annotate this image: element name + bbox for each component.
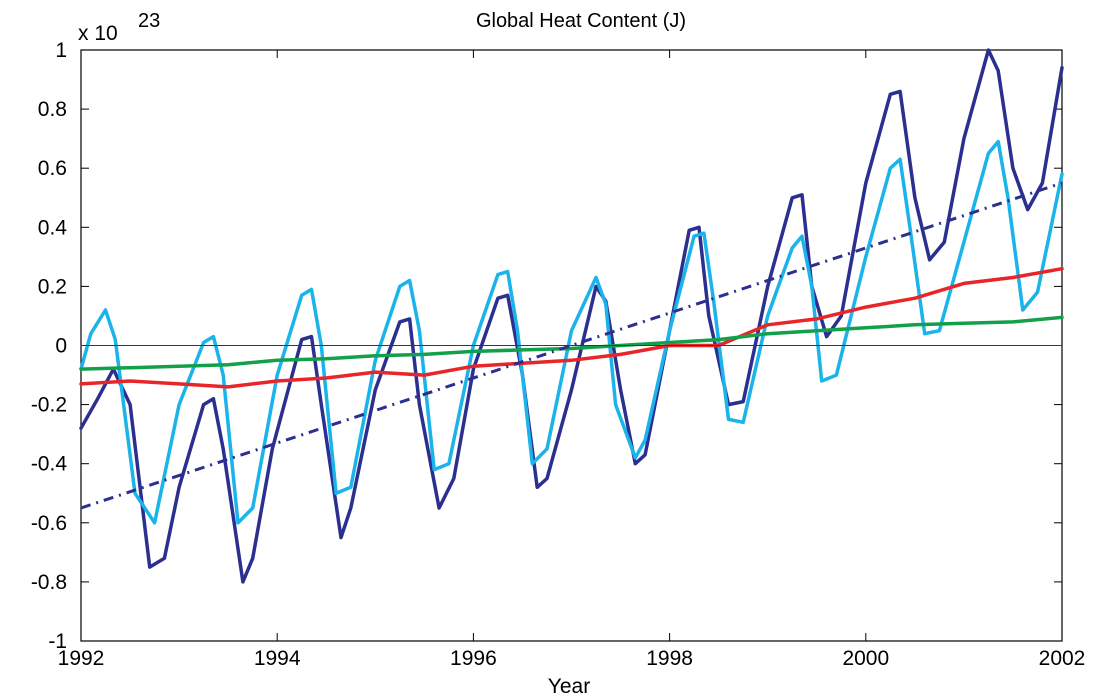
x-tick-label: 1994 [254, 647, 301, 670]
y-tick-label: -1 [48, 630, 67, 653]
y-tick-label: 1 [55, 39, 67, 62]
series-line-1 [79, 48, 1064, 584]
y-tick-label: 0.8 [38, 98, 67, 121]
y-tick-label: -0.6 [31, 512, 67, 535]
x-tick-label: 1998 [646, 647, 693, 670]
x-tick-label: 2000 [842, 647, 889, 670]
x-tick-label: 1992 [58, 647, 105, 670]
y-tick-label: 0.2 [38, 275, 67, 298]
x-axis-label: Year [548, 675, 590, 697]
y-tick-label: 0.6 [38, 157, 67, 180]
plot-area: -1 -0.8 -0.6 -0.4 -0.2 0 0.2 0.4 0.6 0.8 1 1992 1994… [31, 39, 1086, 670]
series-line-4 [79, 315, 1064, 371]
y-tick-label: 0 [55, 335, 67, 358]
y-tick-label: -0.2 [31, 394, 67, 417]
chart-title: Global Heat Content (J) [476, 10, 686, 32]
trend-line [80, 181, 1063, 510]
y-multiplier-base: x 10 [78, 22, 118, 45]
series-line-3 [79, 266, 1064, 389]
y-tick-label: -0.4 [31, 453, 68, 476]
y-multiplier-exponent: 23 [138, 10, 160, 32]
x-tick-label: 2002 [1039, 647, 1086, 670]
y-tick-label: -0.8 [31, 571, 67, 594]
y-tick-label: 0.4 [38, 216, 68, 239]
series-line-2 [79, 139, 1064, 525]
x-tick-label: 1996 [450, 647, 497, 670]
